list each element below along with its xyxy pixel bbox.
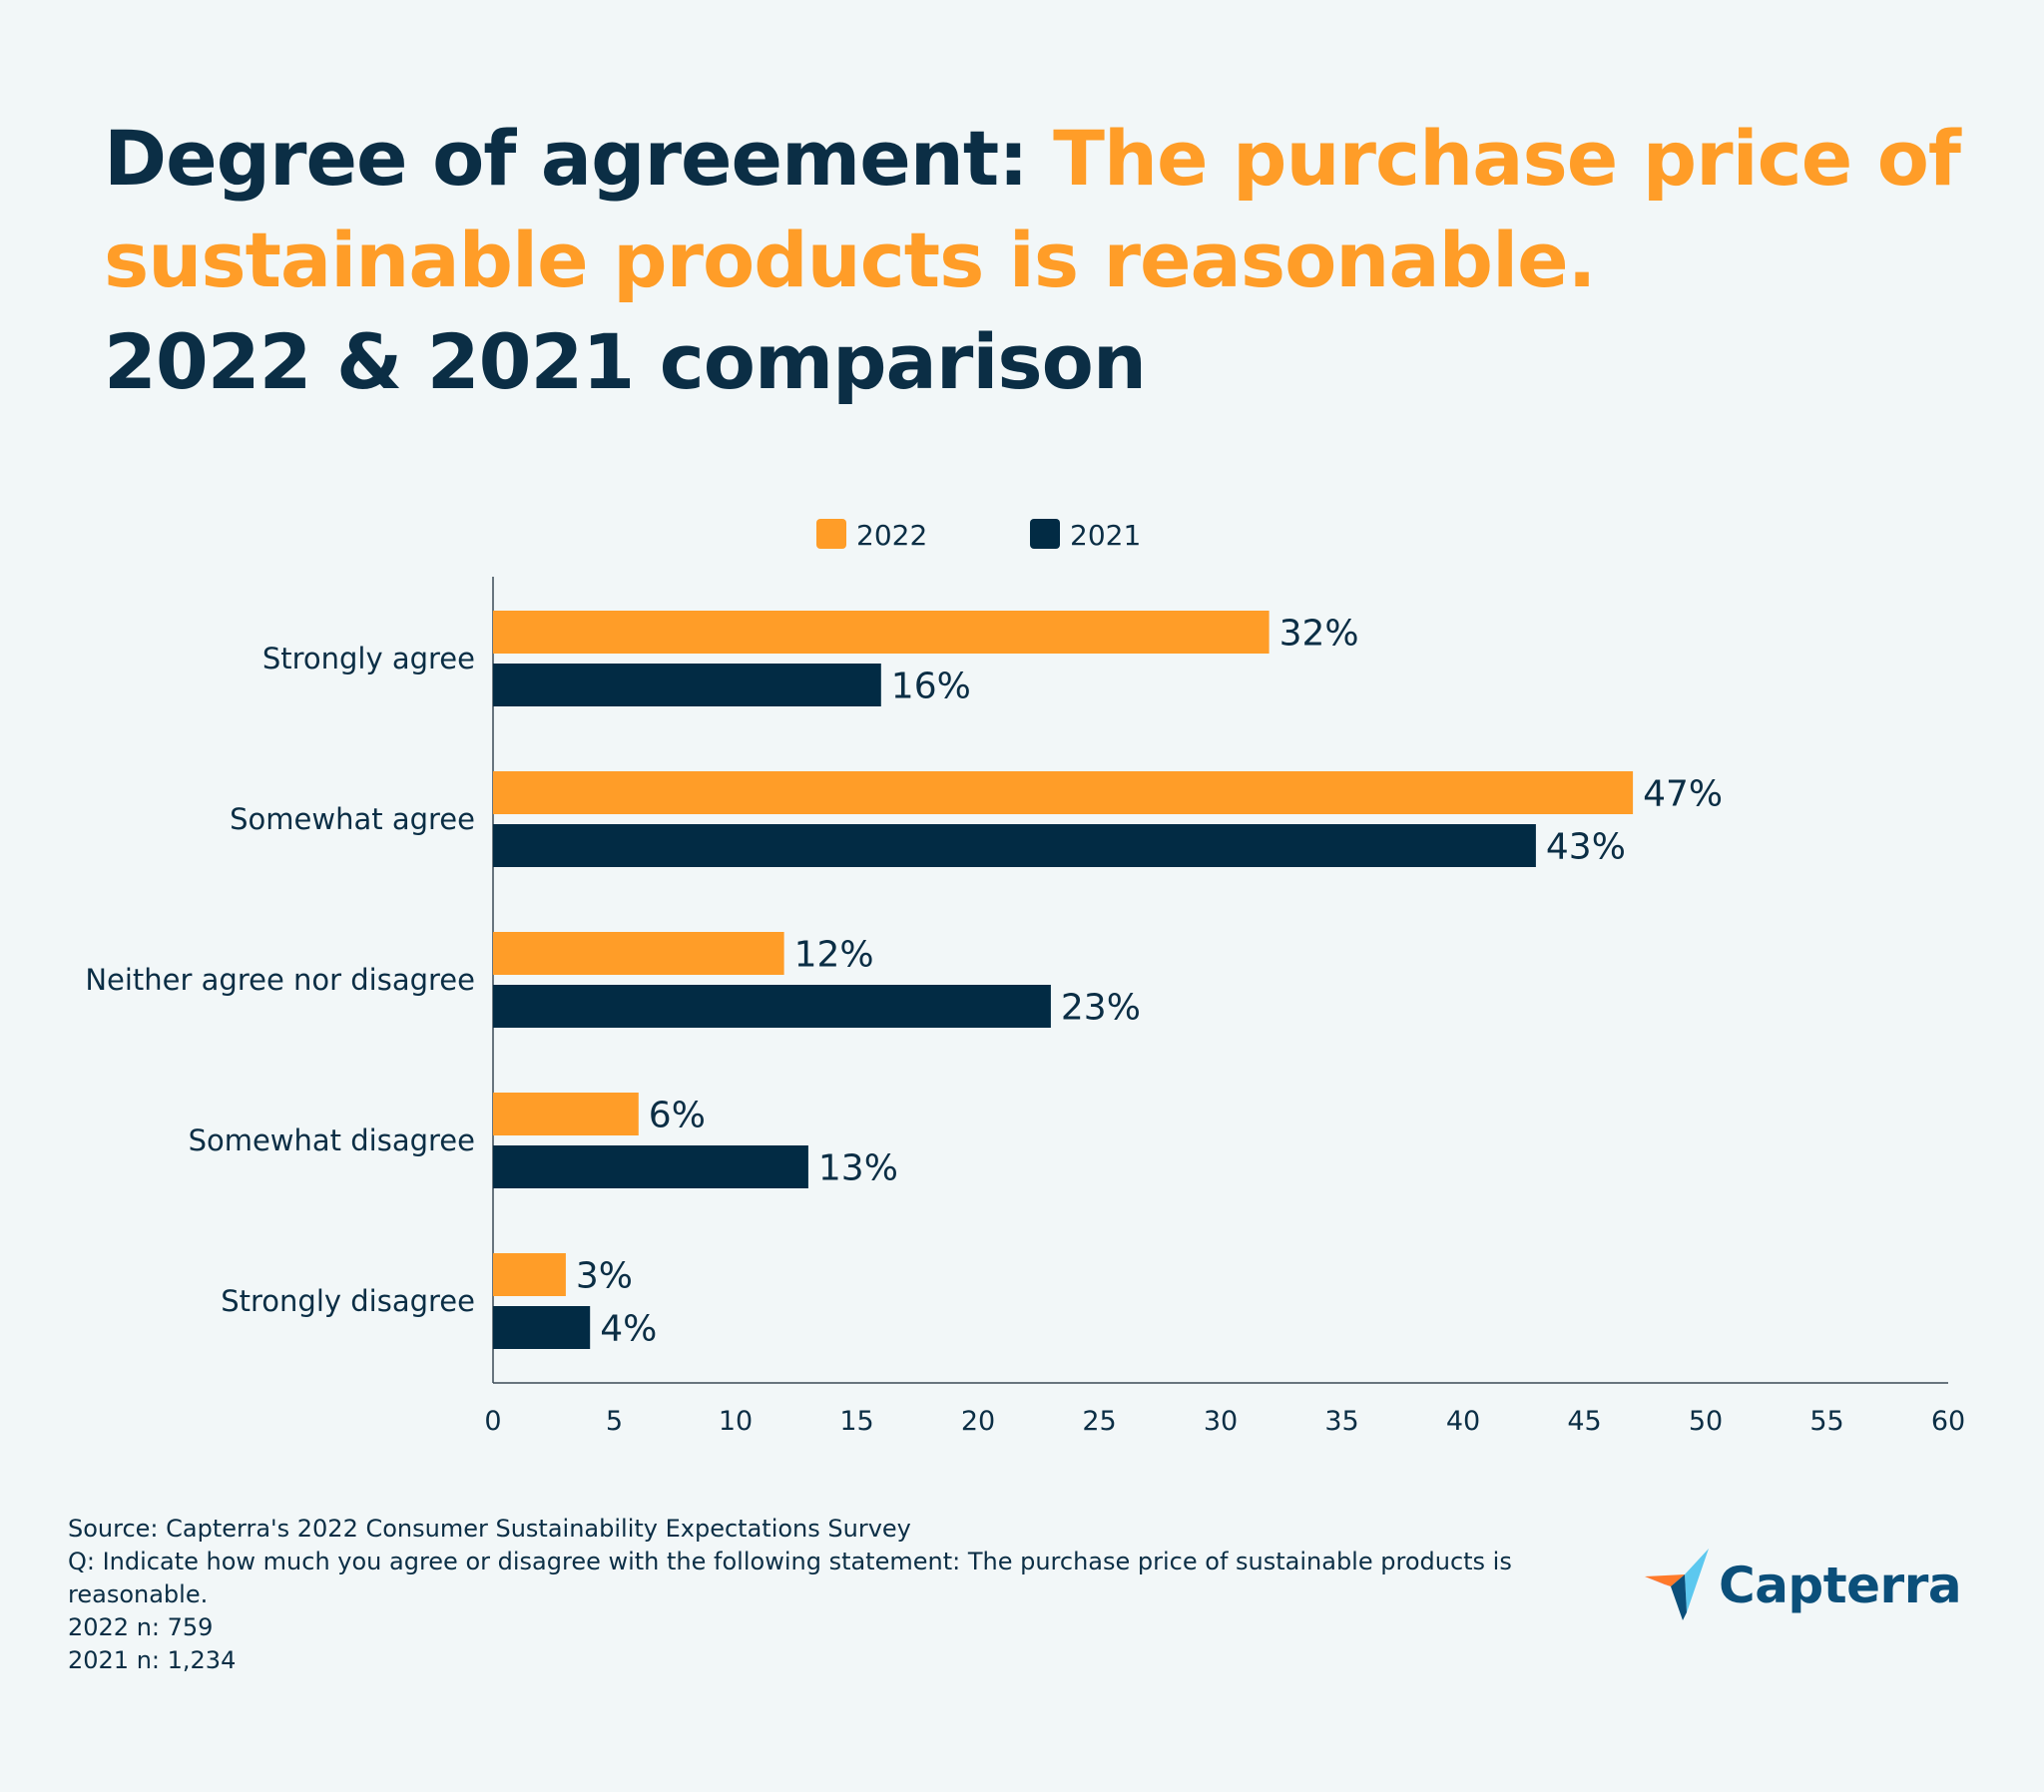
legend-swatch [816, 519, 846, 549]
capterra-arrow-icon [1645, 1549, 1709, 1620]
bar-2022-3 [493, 1093, 639, 1135]
bar-2021-4 [493, 1306, 591, 1349]
bar-2022-0 [493, 611, 1270, 654]
x-tick-label: 40 [1446, 1406, 1480, 1437]
category-label: Somewhat agree [230, 802, 475, 836]
x-tick-label: 30 [1204, 1406, 1238, 1437]
title-part-2: The purchase price of sustainable produc… [104, 114, 1961, 304]
data-label: 32% [1279, 614, 1359, 655]
category-label: Strongly disagree [221, 1284, 475, 1318]
bar-2022-1 [493, 771, 1634, 814]
chart-title: Degree of agreement: The purchase price … [104, 108, 1961, 413]
x-tick-label: 45 [1567, 1406, 1601, 1437]
x-tick-label: 35 [1324, 1406, 1358, 1437]
sample-2022: 2022 n: 759 [68, 1613, 214, 1641]
legend-label: 2021 [1070, 519, 1141, 552]
x-tick-label: 5 [606, 1406, 623, 1437]
sample-2021: 2021 n: 1,234 [68, 1646, 237, 1674]
x-tick-label: 10 [719, 1406, 753, 1437]
source-line: Source: Capterra's 2022 Consumer Sustain… [68, 1515, 911, 1543]
x-tick-label: 50 [1689, 1406, 1723, 1437]
data-label: 4% [600, 1309, 657, 1350]
legend-swatch [1030, 519, 1060, 549]
bar-2021-1 [493, 824, 1536, 867]
data-label: 47% [1643, 774, 1723, 815]
bar-2021-2 [493, 985, 1051, 1028]
logo-text: Capterra [1719, 1557, 1962, 1614]
bar-2022-4 [493, 1253, 566, 1296]
category-label: Somewhat disagree [189, 1123, 475, 1157]
data-label: 43% [1546, 827, 1626, 868]
title-part-1: Degree of agreement: [104, 114, 1054, 203]
x-tick-label: 15 [839, 1406, 873, 1437]
bar-2021-0 [493, 664, 881, 706]
data-label: 23% [1061, 988, 1141, 1029]
capterra-logo: Capterra [1645, 1549, 1964, 1628]
source-notes: Source: Capterra's 2022 Consumer Sustain… [68, 1513, 1605, 1677]
x-tick-label: 20 [961, 1406, 995, 1437]
x-tick-label: 25 [1082, 1406, 1116, 1437]
x-tick-label: 60 [1931, 1406, 1965, 1437]
x-tick-label: 0 [484, 1406, 501, 1437]
data-label: 13% [818, 1148, 898, 1189]
x-tick-label: 55 [1809, 1406, 1843, 1437]
category-label: Neither agree nor disagree [85, 963, 475, 997]
title-part-3: 2022 & 2021 comparison [104, 317, 1147, 406]
data-label: 3% [576, 1256, 633, 1297]
bar-2021-3 [493, 1145, 808, 1188]
category-label: Strongly agree [262, 642, 475, 675]
data-label: 16% [891, 667, 971, 707]
question-line: Q: Indicate how much you agree or disagr… [68, 1548, 1512, 1608]
legend-label: 2022 [856, 519, 927, 552]
bar-2022-2 [493, 932, 784, 975]
data-label: 6% [649, 1096, 706, 1136]
data-label: 12% [794, 935, 874, 976]
